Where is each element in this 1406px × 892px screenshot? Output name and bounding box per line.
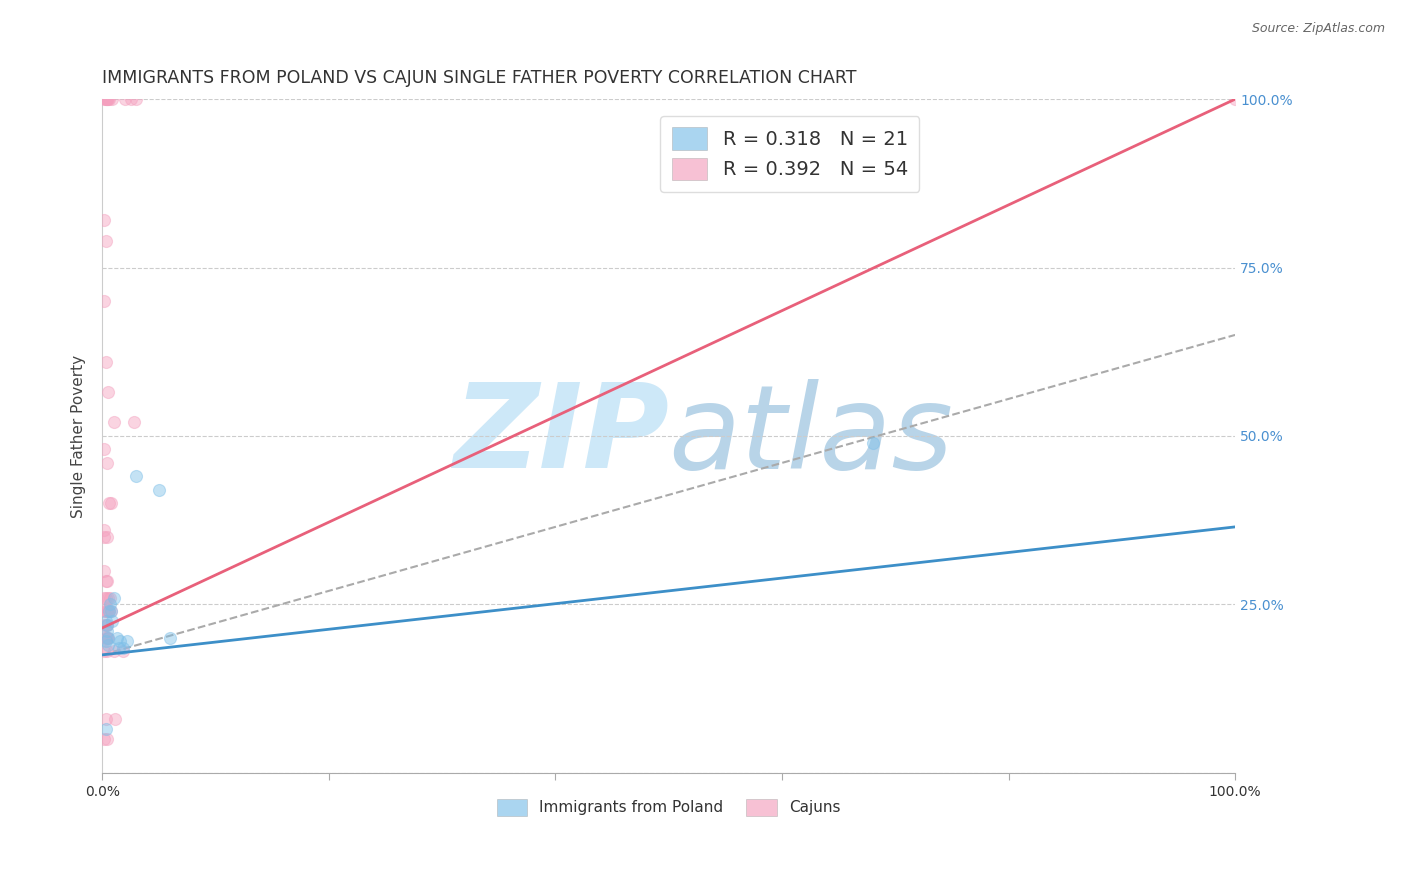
Point (93, 631, 115, 645)
Point (93, 617, 115, 632)
Y-axis label: Single Father Poverty: Single Father Poverty (72, 354, 86, 517)
Text: IMMIGRANTS FROM POLAND VS CAJUN SINGLE FATHER POVERTY CORRELATION CHART: IMMIGRANTS FROM POLAND VS CAJUN SINGLE F… (103, 69, 856, 87)
Point (96, 732, 118, 747)
Point (98, 591, 121, 605)
Point (97, 385, 120, 400)
Point (93, 523, 115, 537)
Point (94, 712, 117, 726)
Point (97, 604, 120, 618)
Point (110, 634, 132, 648)
Text: ZIP: ZIP (453, 378, 669, 493)
Point (103, 416, 125, 430)
Point (93, 644, 115, 658)
Point (100, 604, 122, 618)
Point (94, 634, 117, 648)
Point (94, 92, 117, 106)
Point (97, 631, 120, 645)
Point (98, 598, 121, 612)
Point (96, 617, 118, 632)
Text: Source: ZipAtlas.com: Source: ZipAtlas.com (1251, 22, 1385, 36)
Point (862, 435, 884, 450)
Point (96, 456, 118, 470)
Point (97, 638, 120, 652)
Point (96, 530, 118, 544)
Point (93, 530, 115, 544)
Point (96, 92, 118, 106)
Point (94, 614, 117, 628)
Point (94, 574, 117, 588)
Point (120, 92, 142, 106)
Point (97, 591, 120, 605)
Point (97, 631, 120, 645)
Point (98, 92, 121, 106)
Point (93, 564, 115, 578)
Point (103, 644, 125, 658)
Point (94, 722, 117, 736)
Point (93, 591, 115, 605)
Point (98, 604, 121, 618)
Point (97, 92, 120, 106)
Point (93, 442, 115, 457)
Point (96, 617, 118, 632)
Point (94, 234, 117, 248)
Point (96, 644, 118, 658)
Point (114, 92, 136, 106)
Point (93, 294, 115, 309)
Point (96, 604, 118, 618)
Point (159, 631, 181, 645)
Point (100, 496, 122, 510)
Point (93, 604, 115, 618)
Point (122, 416, 145, 430)
Point (115, 634, 138, 648)
Point (125, 92, 148, 106)
Point (94, 591, 117, 605)
Point (94, 355, 117, 369)
Text: atlas: atlas (669, 379, 953, 493)
Point (101, 614, 124, 628)
Point (94, 92, 117, 106)
Legend: Immigrants from Poland, Cajuns: Immigrants from Poland, Cajuns (491, 792, 846, 822)
Point (100, 604, 122, 618)
Point (98, 496, 121, 510)
Point (108, 641, 131, 656)
Point (1223, 92, 1246, 106)
Point (96, 631, 118, 645)
Point (148, 483, 170, 497)
Point (94, 617, 117, 632)
Point (105, 631, 128, 645)
Point (111, 644, 134, 658)
Point (125, 469, 148, 483)
Point (93, 92, 115, 106)
Point (98, 604, 121, 618)
Point (94, 604, 117, 618)
Point (103, 591, 125, 605)
Point (96, 92, 118, 106)
Point (104, 712, 127, 726)
Point (96, 574, 118, 588)
Point (101, 92, 124, 106)
Point (93, 213, 115, 227)
Point (111, 641, 134, 656)
Point (94, 631, 117, 645)
Point (93, 732, 115, 747)
Point (96, 624, 118, 639)
